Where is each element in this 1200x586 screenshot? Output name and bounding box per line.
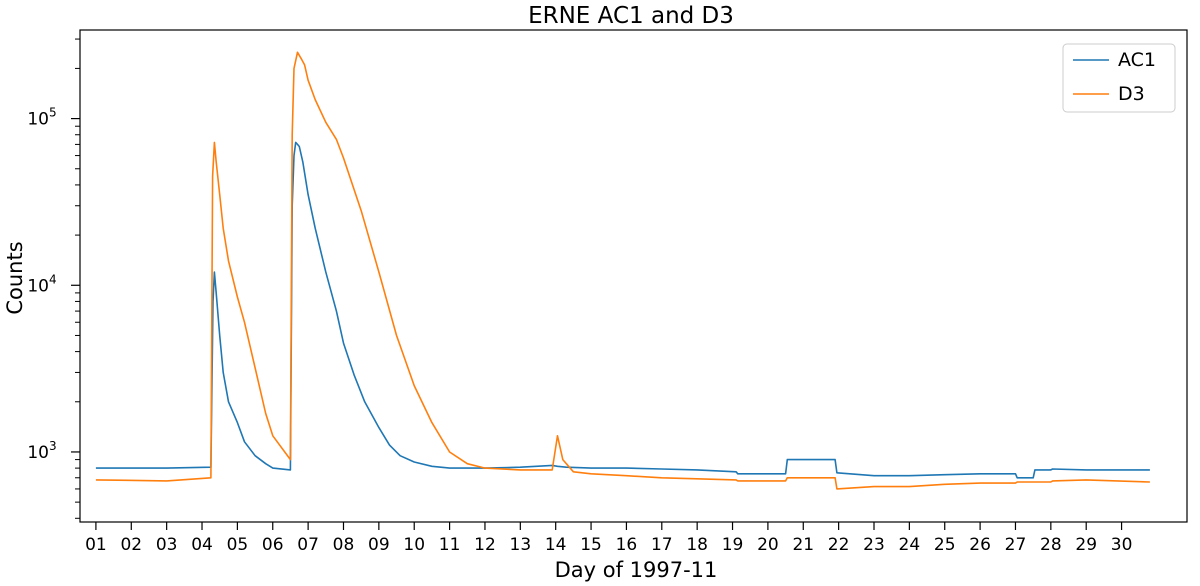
x-tick-label: 06 (262, 535, 284, 555)
series-layer (95, 51, 1150, 490)
series-line-ac1 (95, 141, 1150, 479)
x-tick-label: 05 (227, 535, 249, 555)
x-tick-label: 20 (757, 535, 779, 555)
x-tick-label: 30 (1111, 535, 1133, 555)
x-tick-label: 04 (191, 535, 213, 555)
y-tick-label: 105 (27, 106, 56, 130)
x-tick-label: 18 (686, 535, 708, 555)
x-axis: 01 02 03 04 05 06 07 08 09 10 11 12 13 14 15 16 17 18 19 20… (85, 522, 1132, 555)
x-tick-label: 14 (545, 535, 567, 555)
x-tick-label: 10 (403, 535, 425, 555)
legend-label-ac1: AC1 (1118, 49, 1156, 71)
x-tick-label: 07 (297, 535, 319, 555)
legend: AC1 D3 (1062, 43, 1176, 113)
y-axis-title: Counts (3, 241, 27, 314)
x-tick-label: 09 (368, 535, 390, 555)
x-tick-label: 29 (1075, 535, 1097, 555)
x-tick-label: 13 (510, 535, 532, 555)
x-tick-label: 28 (1040, 535, 1062, 555)
x-tick-label: 25 (934, 535, 956, 555)
chart-title: ERNE AC1 and D3 (528, 3, 734, 29)
x-tick-label: 01 (85, 535, 107, 555)
x-tick-label: 21 (792, 535, 814, 555)
x-tick-label: 12 (474, 535, 496, 555)
legend-box (1062, 43, 1176, 113)
y-axis: 103 104 105 (27, 38, 80, 519)
series-line-d3 (95, 51, 1150, 490)
x-tick-label: 27 (1005, 535, 1027, 555)
legend-label-d3: D3 (1118, 83, 1145, 105)
plot-area-frame (79, 29, 1188, 523)
x-axis-title: Day of 1997-11 (555, 558, 718, 582)
x-tick-label: 02 (120, 535, 142, 555)
x-tick-label: 08 (333, 535, 355, 555)
x-tick-label: 22 (828, 535, 850, 555)
x-tick-label: 24 (899, 535, 921, 555)
x-tick-label: 03 (156, 535, 178, 555)
y-tick-label: 104 (27, 272, 56, 296)
x-tick-label: 17 (651, 535, 673, 555)
y-tick-label: 103 (27, 439, 56, 463)
x-tick-label: 23 (863, 535, 885, 555)
x-tick-label: 16 (616, 535, 638, 555)
x-tick-label: 19 (722, 535, 744, 555)
x-tick-label: 11 (439, 535, 461, 555)
x-tick-label: 15 (580, 535, 602, 555)
x-tick-label: 26 (969, 535, 991, 555)
